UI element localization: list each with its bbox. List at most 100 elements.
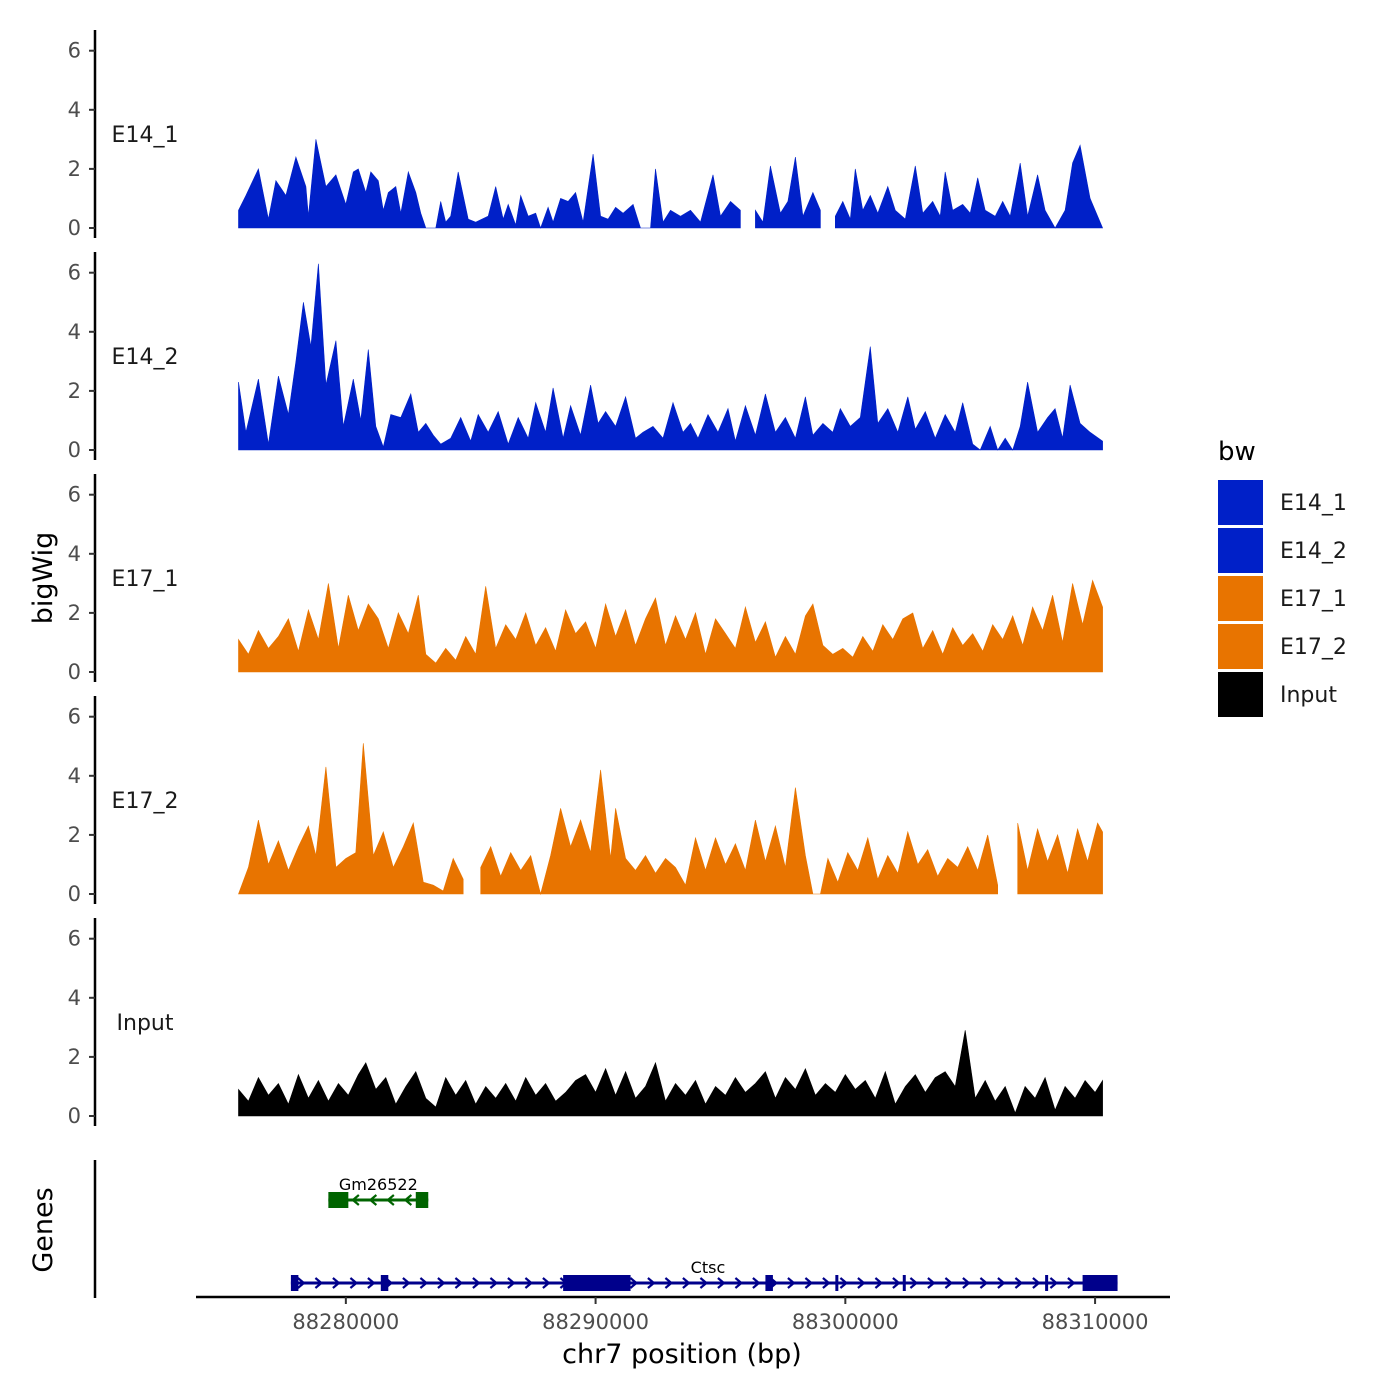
track-panels: 0 2 4 6 E14_1 0 2 4 6 E14_2 0 2 4 6 E17_1 0 2 4 6 E17_2 0 2 4 6… (68, 30, 1104, 1128)
y-tick-label: 6 (68, 483, 81, 507)
strand-arrow (892, 1277, 901, 1289)
signal-area-e14-1 (755, 157, 821, 229)
strand-arrow (962, 1277, 971, 1289)
strand-arrow (489, 1277, 499, 1289)
strand-arrow (647, 1277, 656, 1289)
y-tick-label: 2 (68, 823, 81, 847)
legend: E14_1 E14_2 E17_1 E17_2 Input (1218, 480, 1347, 717)
legend-swatch-input (1218, 672, 1263, 717)
y-tick-label: 6 (68, 39, 81, 63)
x-tick-label: 88310000 (1042, 1310, 1149, 1334)
y-tick-label: 4 (68, 764, 81, 788)
strand-arrow (524, 1277, 534, 1289)
y-tick-label: 0 (68, 216, 81, 240)
signal-area-e17-2 (1017, 822, 1103, 895)
gene-label-gm26522: Gm26522 (339, 1175, 418, 1194)
track-label-e17-2: E17_2 (112, 789, 179, 814)
x-tick-label: 88280000 (292, 1310, 399, 1334)
x-tick-label: 88290000 (542, 1310, 649, 1334)
strand-arrow (804, 1277, 814, 1289)
strand-arrow (874, 1277, 884, 1289)
signal-area-e14-1 (238, 139, 741, 229)
strand-arrow (314, 1277, 324, 1289)
track-label-e14-1: E14_1 (112, 123, 179, 148)
strand-arrow (839, 1277, 849, 1289)
gene-label-ctsc: Ctsc (691, 1258, 726, 1277)
signal-area-e17-1 (238, 579, 1103, 673)
track-e17-1: 0 2 4 6 E17_1 (68, 474, 1103, 684)
strand-arrow (1032, 1277, 1041, 1289)
y-tick-label: 4 (68, 986, 81, 1010)
signal-area-e14-2 (238, 263, 1103, 451)
exon (563, 1275, 631, 1291)
track-e14-2: 0 2 4 6 E14_2 (68, 252, 1103, 462)
strand-arrow (1014, 1277, 1024, 1289)
x-tick-label: 88300000 (792, 1310, 899, 1334)
y-tick-label: 2 (68, 379, 81, 403)
strand-arrow (734, 1277, 744, 1289)
y-tick-label: 4 (68, 320, 81, 344)
track-input: 0 2 4 6 Input (68, 918, 1103, 1128)
gene-ctsc: Ctsc (290, 1258, 1118, 1291)
track-label-input: Input (117, 1011, 174, 1036)
strand-arrow (368, 1194, 378, 1206)
gene-gm26522: Gm26522 (328, 1175, 429, 1208)
y-tick-label: 0 (68, 882, 81, 906)
signal-area-e17-2 (480, 769, 998, 896)
strand-arrow (472, 1277, 481, 1289)
y-tick-label: 6 (68, 927, 81, 951)
strand-arrow (944, 1277, 954, 1289)
signal-area-e17-2 (238, 743, 464, 895)
strand-arrow (927, 1277, 936, 1289)
strand-arrow (454, 1277, 464, 1289)
strand-arrow (664, 1277, 674, 1289)
track-e17-2: 0 2 4 6 E17_2 (68, 696, 1103, 906)
strand-arrow (297, 1277, 306, 1289)
x-axis: 88280000 88290000 88300000 88310000 (196, 1295, 1170, 1334)
strand-arrow (1049, 1277, 1059, 1289)
y-tick-label: 4 (68, 98, 81, 122)
y-tick-label: 0 (68, 438, 81, 462)
signal-area-e14-1 (835, 144, 1104, 229)
strand-arrow (629, 1277, 639, 1289)
strand-arrow (1067, 1277, 1076, 1289)
exon (902, 1275, 906, 1291)
track-e14-1: 0 2 4 6 E14_1 (68, 30, 1104, 240)
strand-arrow (349, 1277, 359, 1289)
strand-arrow (332, 1277, 341, 1289)
strand-arrow (403, 1194, 413, 1206)
y-tick-label: 2 (68, 157, 81, 181)
legend-label-e17-2: E17_2 (1280, 635, 1347, 660)
y-tick-label: 0 (68, 1104, 81, 1128)
strand-arrow (752, 1277, 761, 1289)
legend-swatch-e14-2 (1218, 528, 1263, 573)
y-tick-label: 2 (68, 601, 81, 625)
genes-panel: Gm26522 Ctsc (93, 1160, 1118, 1298)
track-label-e17-1: E17_1 (112, 567, 179, 592)
signal-area-input (238, 1030, 1103, 1117)
y-tick-label: 0 (68, 660, 81, 684)
y-axis-title: bigWig (28, 532, 59, 625)
strand-arrow (419, 1277, 429, 1289)
y-tick-label: 6 (68, 705, 81, 729)
strand-arrow (542, 1277, 551, 1289)
strand-arrow (787, 1277, 796, 1289)
exon (1082, 1275, 1118, 1291)
strand-arrow (979, 1277, 989, 1289)
strand-arrow (386, 1194, 395, 1206)
strand-arrow (699, 1277, 709, 1289)
legend-swatch-e17-2 (1218, 624, 1263, 669)
exon (835, 1275, 839, 1291)
strand-arrow (682, 1277, 691, 1289)
legend-label-e14-1: E14_1 (1280, 491, 1347, 516)
strand-arrow (857, 1277, 866, 1289)
exon (380, 1275, 389, 1291)
strand-arrow (367, 1277, 376, 1289)
legend-swatch-e14-1 (1218, 480, 1263, 525)
exon (328, 1192, 349, 1208)
strand-arrow (351, 1194, 360, 1206)
strand-arrow (437, 1277, 446, 1289)
y-tick-label: 4 (68, 542, 81, 566)
strand-arrow (997, 1277, 1006, 1289)
